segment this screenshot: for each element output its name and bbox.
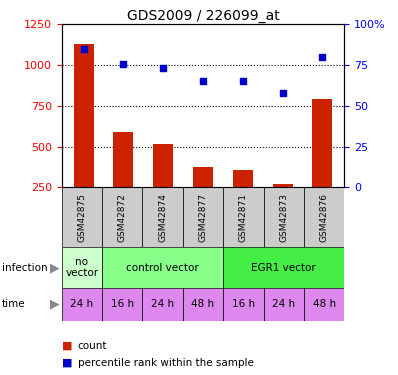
Bar bbox=[102, 288, 142, 321]
Bar bbox=[193, 167, 213, 228]
Point bbox=[319, 54, 326, 60]
Text: ■: ■ bbox=[62, 358, 72, 368]
Bar bbox=[263, 188, 304, 247]
Text: GSM42876: GSM42876 bbox=[320, 193, 329, 242]
Bar bbox=[183, 288, 223, 321]
Text: 24 h: 24 h bbox=[151, 299, 174, 309]
Bar bbox=[62, 188, 102, 247]
Text: 24 h: 24 h bbox=[272, 299, 295, 309]
Bar bbox=[102, 188, 142, 247]
Point bbox=[200, 78, 206, 84]
Text: time: time bbox=[2, 299, 25, 309]
Bar bbox=[304, 188, 344, 247]
Bar bbox=[62, 288, 102, 321]
Text: percentile rank within the sample: percentile rank within the sample bbox=[78, 358, 254, 368]
Text: GSM42874: GSM42874 bbox=[158, 193, 167, 242]
Bar bbox=[142, 188, 183, 247]
Point bbox=[279, 90, 286, 96]
Bar bbox=[304, 288, 344, 321]
Text: no
vector: no vector bbox=[65, 257, 98, 278]
Bar bbox=[62, 247, 102, 288]
Text: GSM42871: GSM42871 bbox=[239, 193, 248, 242]
Text: ■: ■ bbox=[62, 341, 72, 351]
Text: count: count bbox=[78, 341, 107, 351]
Bar bbox=[113, 132, 133, 228]
Bar bbox=[74, 44, 94, 228]
Text: control vector: control vector bbox=[126, 262, 199, 273]
Text: EGR1 vector: EGR1 vector bbox=[252, 262, 316, 273]
Text: infection: infection bbox=[2, 262, 48, 273]
Bar bbox=[142, 288, 183, 321]
Text: GSM42873: GSM42873 bbox=[279, 193, 288, 242]
Text: 24 h: 24 h bbox=[70, 299, 94, 309]
Bar bbox=[223, 288, 263, 321]
Point bbox=[80, 46, 87, 52]
Text: 48 h: 48 h bbox=[191, 299, 215, 309]
Text: 16 h: 16 h bbox=[111, 299, 134, 309]
Bar bbox=[153, 144, 173, 228]
Text: GSM42875: GSM42875 bbox=[77, 193, 86, 242]
Text: GSM42877: GSM42877 bbox=[199, 193, 207, 242]
Bar bbox=[233, 170, 253, 228]
Point bbox=[240, 78, 246, 84]
Point bbox=[160, 65, 166, 71]
Bar bbox=[273, 184, 293, 228]
Title: GDS2009 / 226099_at: GDS2009 / 226099_at bbox=[127, 9, 279, 23]
Text: 16 h: 16 h bbox=[232, 299, 255, 309]
Bar bbox=[183, 188, 223, 247]
Text: ▶: ▶ bbox=[50, 261, 60, 274]
Text: 48 h: 48 h bbox=[312, 299, 336, 309]
Bar bbox=[223, 247, 344, 288]
Bar bbox=[102, 247, 223, 288]
Bar bbox=[312, 99, 332, 228]
Text: ▶: ▶ bbox=[50, 298, 60, 311]
Text: GSM42872: GSM42872 bbox=[118, 193, 127, 242]
Bar bbox=[223, 188, 263, 247]
Bar bbox=[263, 288, 304, 321]
Point bbox=[120, 60, 127, 66]
